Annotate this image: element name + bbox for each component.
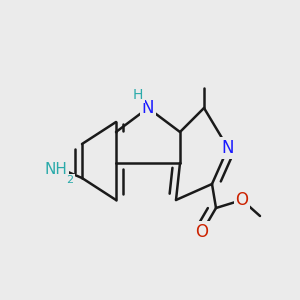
Text: N: N bbox=[142, 99, 154, 117]
Text: 2: 2 bbox=[66, 175, 74, 185]
Text: N: N bbox=[222, 139, 234, 157]
Text: O: O bbox=[236, 191, 248, 209]
Text: O: O bbox=[196, 223, 208, 241]
Text: H: H bbox=[133, 88, 143, 102]
Text: NH: NH bbox=[45, 163, 68, 178]
